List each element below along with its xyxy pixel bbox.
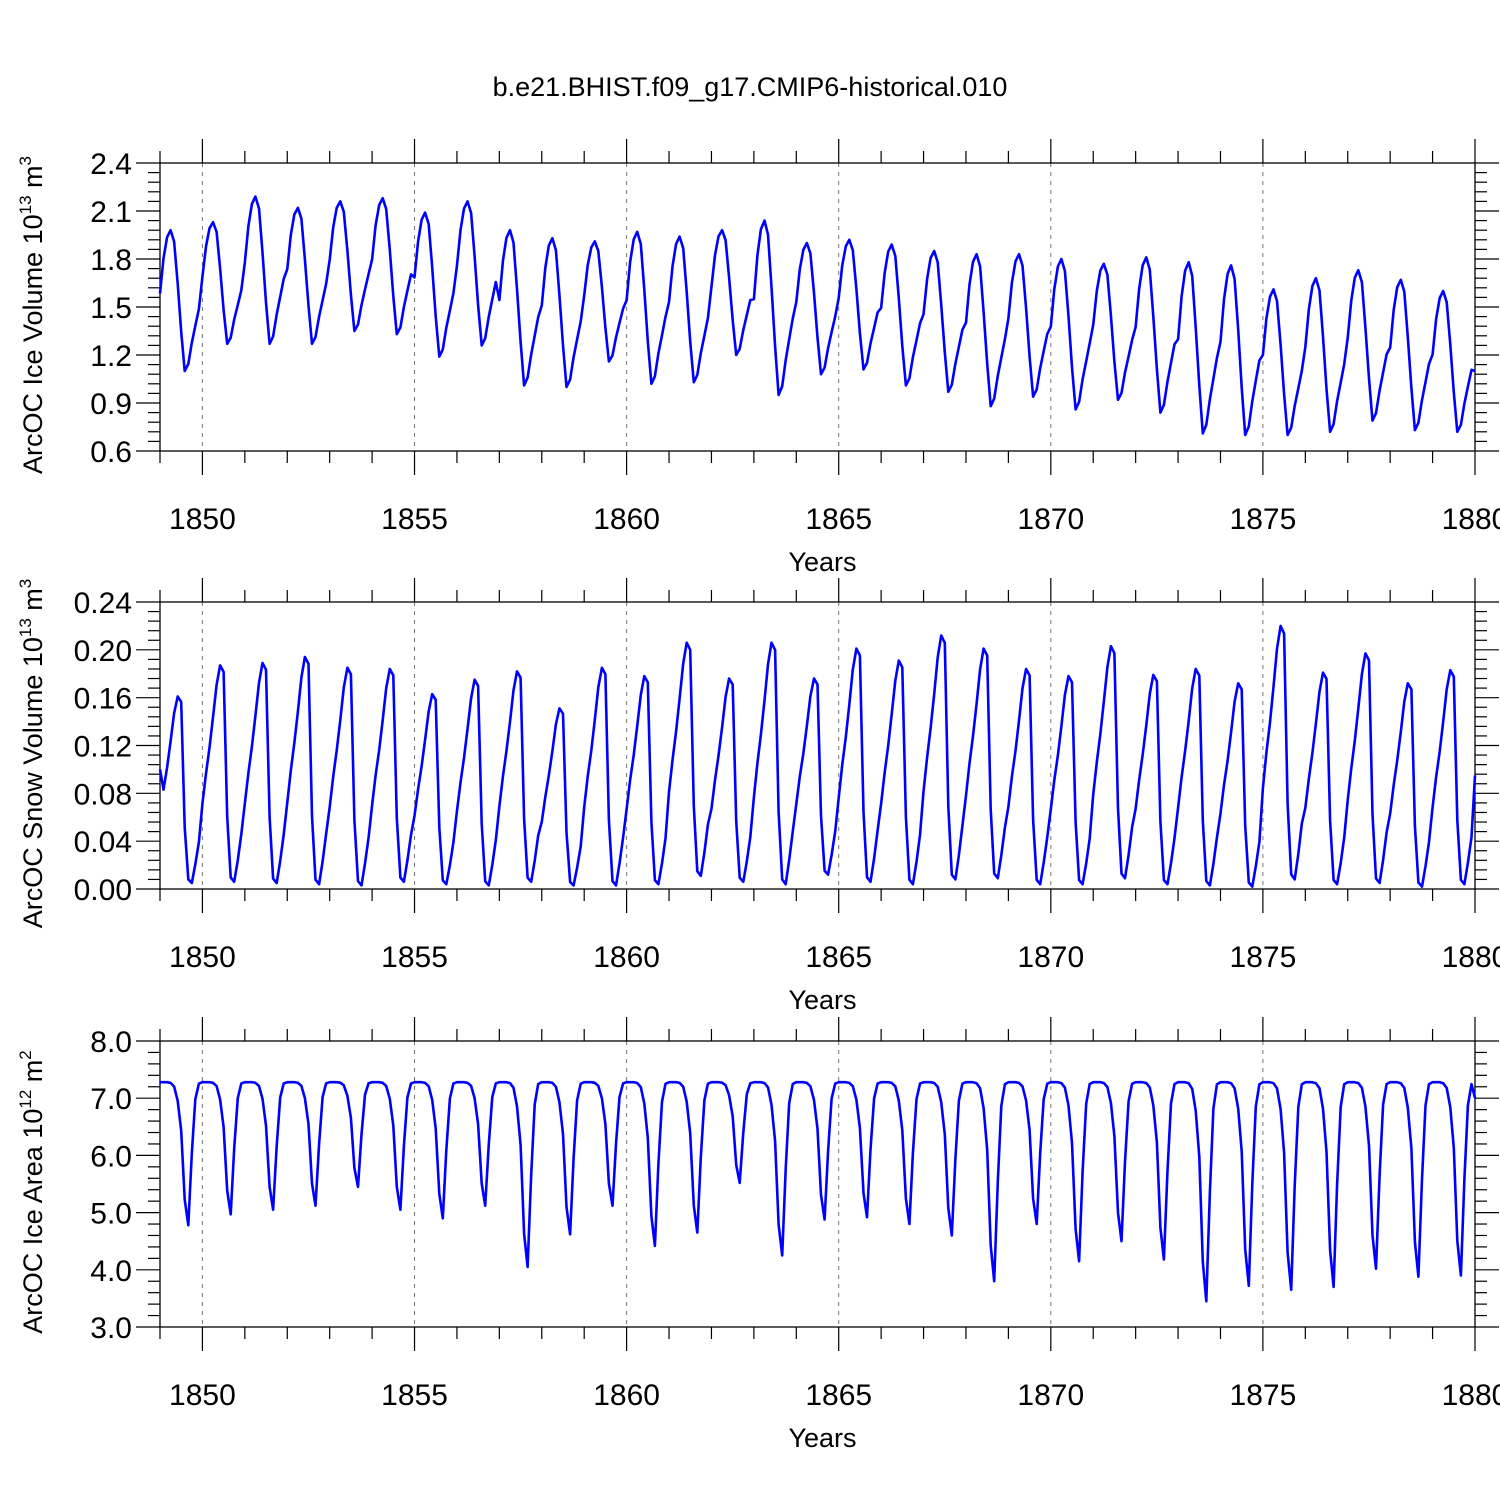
- figure-title: b.e21.BHIST.f09_g17.CMIP6-historical.010: [493, 72, 1008, 102]
- ice-volume-y-tick-label: 1.5: [90, 292, 132, 325]
- snow-volume-series-line: [158, 624, 1477, 888]
- ice-area-series-line: [160, 1080, 1477, 1303]
- ice-area-y-tick-label: 3.0: [90, 1312, 132, 1345]
- ice-volume-y-axis-title: ArcOC Ice Volume 1013 m3: [16, 156, 48, 474]
- snow-volume-y-tick-label: 0.04: [74, 826, 132, 859]
- ice-area-y-tick-label: 6.0: [90, 1140, 132, 1173]
- snow-volume-x-axis-title: Years: [788, 985, 856, 1015]
- ice-area-y-tick-label: 7.0: [90, 1083, 132, 1116]
- snow-volume-x-tick-label: 1870: [1017, 941, 1084, 974]
- ice-volume-x-axis-title: Years: [788, 547, 856, 577]
- ice-volume-y-tick-label: 2.4: [90, 148, 132, 181]
- snow-volume-y-tick-label: 0.16: [74, 683, 132, 716]
- ice-volume-y-tick-label: 1.8: [90, 244, 132, 277]
- ice-volume-y-tick-label: 2.1: [90, 196, 132, 229]
- ice-volume-x-tick-label: 1855: [381, 503, 448, 536]
- ice-area-x-tick-label: 1860: [593, 1379, 660, 1412]
- snow-volume-x-tick-label: 1865: [805, 941, 872, 974]
- snow-volume-x-tick-label: 1850: [169, 941, 236, 974]
- ice-area-y-axis-title: ArcOC Ice Area 1012 m2: [16, 1050, 48, 1334]
- snow-volume-y-tick-label: 0.24: [74, 587, 132, 620]
- ice-area-x-axis-title: Years: [788, 1423, 856, 1453]
- snow-volume-y-tick-label: 0.08: [74, 778, 132, 811]
- ice-area-plot-frame: [159, 1040, 1476, 1328]
- ice-volume-x-tick-label: 1865: [805, 503, 872, 536]
- ice-area-x-tick-label: 1875: [1230, 1379, 1297, 1412]
- ice-area-y-tick-label: 8.0: [90, 1026, 132, 1059]
- ice-area-y-tick-label: 4.0: [90, 1255, 132, 1288]
- ice-area-x-tick-label: 1870: [1017, 1379, 1084, 1412]
- ice-volume-x-tick-label: 1870: [1017, 503, 1084, 536]
- snow-volume-y-tick-label: 0.20: [74, 635, 132, 668]
- ice-volume-x-tick-label: 1875: [1230, 503, 1297, 536]
- snow-volume-y-tick-label: 0.00: [74, 874, 132, 907]
- ice-volume-y-tick-label: 0.9: [90, 388, 132, 421]
- ice-volume-y-tick-label: 0.6: [90, 436, 132, 469]
- snow-volume-x-tick-label: 1855: [381, 941, 448, 974]
- ice-volume-series-line: [158, 195, 1476, 437]
- ice-area-x-tick-label: 1850: [169, 1379, 236, 1412]
- ice-volume-x-tick-label: 1860: [593, 503, 660, 536]
- ice-area-x-tick-label: 1865: [805, 1379, 872, 1412]
- snow-volume-y-tick-label: 0.12: [74, 731, 132, 764]
- snow-volume-x-tick-label: 1860: [593, 941, 660, 974]
- ice-volume-y-tick-label: 1.2: [90, 340, 132, 373]
- ice-area-y-tick-label: 5.0: [90, 1198, 132, 1231]
- ice-area-x-tick-label: 1855: [381, 1379, 448, 1412]
- snow-volume-y-axis-title: ArcOC Snow Volume 1013 m3: [16, 579, 48, 929]
- snow-volume-x-tick-label: 1875: [1230, 941, 1297, 974]
- ice-volume-x-tick-label: 1850: [169, 503, 236, 536]
